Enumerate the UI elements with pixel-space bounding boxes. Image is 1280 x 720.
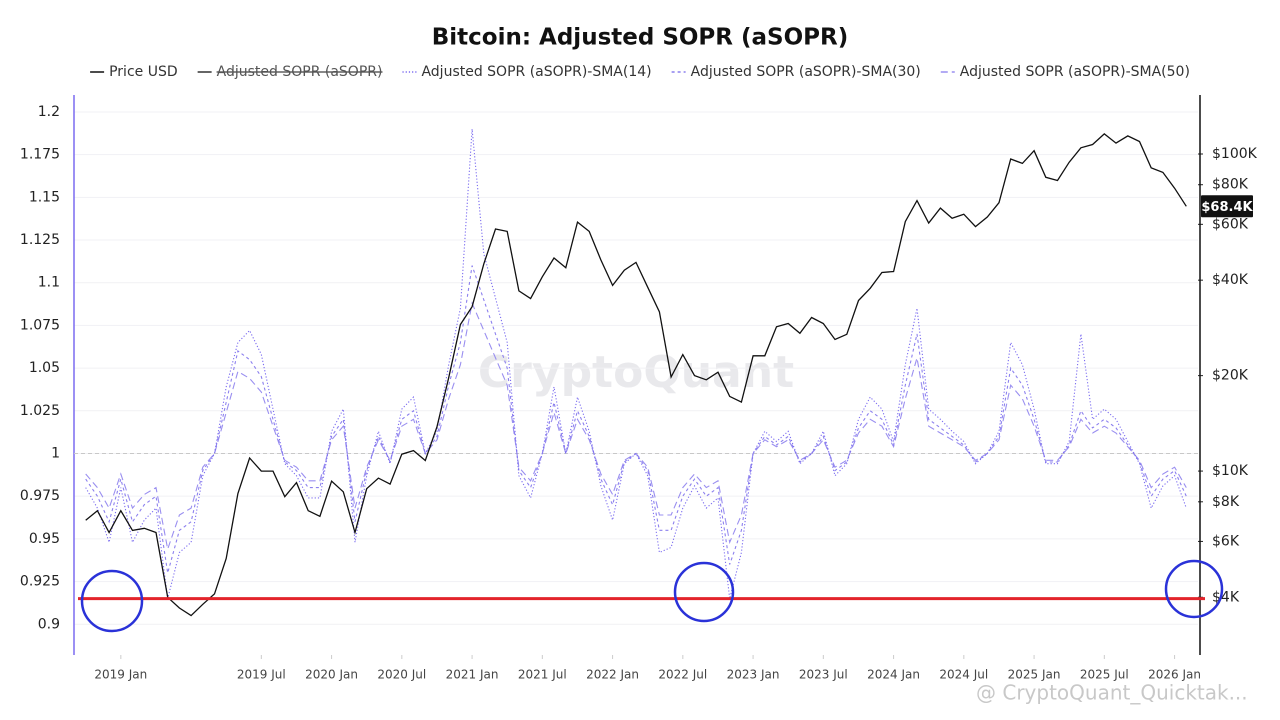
legend-label: Adjusted SOPR (aSOPR)-SMA(30) — [691, 64, 921, 80]
x-tick-label: 2025 Jan — [1008, 668, 1061, 682]
highlight-circle — [673, 561, 735, 623]
y-tick-label: 1.1 — [38, 275, 60, 291]
x-tick-label: 2026 Jan — [1148, 668, 1201, 682]
series-line — [85, 265, 1187, 574]
y2-tick-label: $6K — [1212, 533, 1240, 549]
y-tick-label: 0.975 — [20, 488, 60, 504]
y-tick-label: 0.95 — [29, 531, 60, 547]
x-tick-label: 2019 Jul — [237, 668, 286, 682]
watermark: CryptoQuant — [478, 347, 794, 398]
y2-tick-label: $4K — [1212, 589, 1240, 605]
legend-label: Adjusted SOPR (aSOPR)-SMA(50) — [960, 64, 1190, 80]
highlight-circle — [80, 569, 144, 633]
price-badge — [1201, 195, 1253, 218]
x-tick-label: 2022 Jan — [586, 668, 639, 682]
y2-tick-label: $20K — [1212, 368, 1249, 384]
y-tick-label: 1.2 — [38, 104, 60, 120]
y2-tick-label: $10K — [1212, 463, 1249, 479]
plot-area: 0.9 0.925 0.95 0.975 1 1.025 1.05 1.075 1.1 1.125… — [20, 95, 1258, 682]
series-line — [85, 133, 1187, 617]
x-tick-label: 2023 Jul — [799, 668, 848, 682]
y2-tick-label: $60K — [1212, 216, 1249, 232]
y-tick-label: 1 — [51, 445, 60, 461]
highlight-circle — [1164, 559, 1224, 619]
y2-tick-label: $80K — [1212, 177, 1249, 193]
x-tick-label: 2020 Jul — [377, 668, 426, 682]
price-badge-label: $68.4K — [1201, 200, 1253, 215]
y-tick-label: 0.9 — [38, 616, 60, 632]
y-tick-label: 1.05 — [29, 360, 60, 376]
y-tick-label: 1.15 — [29, 189, 60, 205]
legend: Price USD Adjusted SOPR (aSOPR) Adjusted S… — [90, 64, 1190, 80]
x-tick-label: 2022 Jul — [658, 668, 707, 682]
y2-tick-label: $100K — [1212, 146, 1258, 162]
series-line — [85, 128, 1187, 599]
legend-label: Price USD — [109, 64, 178, 80]
y2-tick-label: $8K — [1212, 494, 1240, 510]
y-tick-label: 1.125 — [20, 232, 60, 248]
series-line — [85, 301, 1187, 552]
y2-tick-label: $40K — [1212, 272, 1249, 288]
x-tick-label: 2021 Jan — [446, 668, 499, 682]
x-tick-label: 2021 Jul — [518, 668, 567, 682]
x-tick-label: 2023 Jan — [727, 668, 780, 682]
y-tick-label: 1.075 — [20, 317, 60, 333]
x-tick-label: 2024 Jul — [939, 668, 988, 682]
x-tick-label: 2025 Jul — [1080, 668, 1129, 682]
legend-label: Adjusted SOPR (aSOPR)-SMA(14) — [421, 64, 651, 80]
footer-credit: @ CryptoQuant_Quicktak... — [976, 681, 1248, 705]
y-tick-label: 1.175 — [20, 147, 60, 163]
chart-title: Bitcoin: Adjusted SOPR (aSOPR) — [432, 25, 849, 51]
x-tick-label: 2020 Jan — [305, 668, 358, 682]
y-tick-label: 0.925 — [20, 574, 60, 590]
x-tick-label: 2024 Jan — [867, 668, 920, 682]
x-tick-label: 2019 Jan — [94, 668, 147, 682]
y-tick-label: 1.025 — [20, 403, 60, 419]
